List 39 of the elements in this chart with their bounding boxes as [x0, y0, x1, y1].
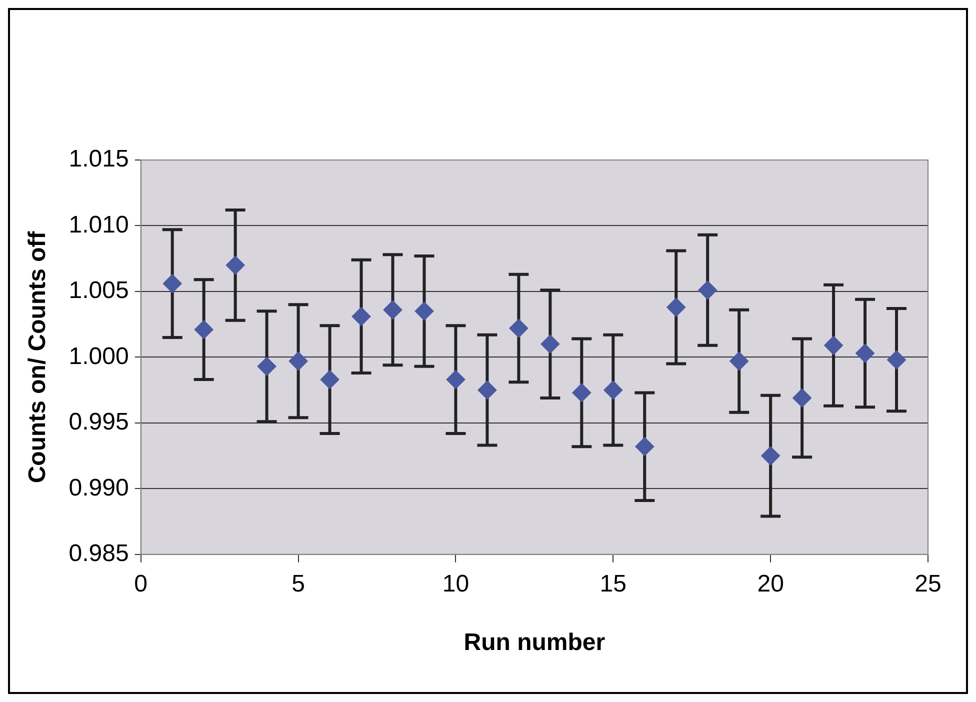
- x-tick-label: 10: [442, 570, 470, 598]
- y-tick-label: 1.015: [68, 146, 129, 173]
- x-tick-label: 25: [914, 570, 942, 598]
- point: [194, 320, 214, 340]
- y-tick-label: 1.000: [68, 342, 129, 370]
- y-axis-title: Counts on/ Counts off: [24, 230, 52, 484]
- point: [698, 280, 718, 300]
- point: [446, 370, 466, 390]
- point: [604, 380, 623, 400]
- x-tick-label: 0: [134, 570, 148, 598]
- point: [572, 383, 592, 402]
- point: [856, 344, 875, 363]
- y-tick-label: 1.010: [68, 211, 129, 238]
- point: [414, 302, 434, 321]
- point: [320, 370, 340, 390]
- point: [383, 300, 402, 320]
- point: [761, 446, 780, 466]
- point: [478, 380, 497, 400]
- point: [257, 356, 276, 376]
- y-tick-label: 0.990: [68, 474, 129, 502]
- point: [509, 318, 528, 338]
- point: [226, 256, 245, 275]
- x-tick-label: 20: [757, 570, 784, 598]
- point: [792, 388, 812, 408]
- point: [730, 352, 749, 371]
- point: [887, 350, 906, 370]
- point: [824, 336, 844, 355]
- point: [635, 437, 654, 456]
- point: [540, 334, 560, 354]
- point: [666, 298, 686, 317]
- y-tick-label: 0.985: [68, 540, 129, 568]
- x-tick-label: 15: [600, 570, 626, 598]
- y-tick-label: 1.005: [68, 277, 129, 304]
- point: [162, 274, 182, 294]
- y-tick-label: 0.995: [68, 408, 129, 436]
- point: [352, 306, 371, 326]
- point: [288, 352, 308, 371]
- x-tick-label: 5: [292, 570, 305, 598]
- x-axis-title: Run number: [464, 629, 606, 656]
